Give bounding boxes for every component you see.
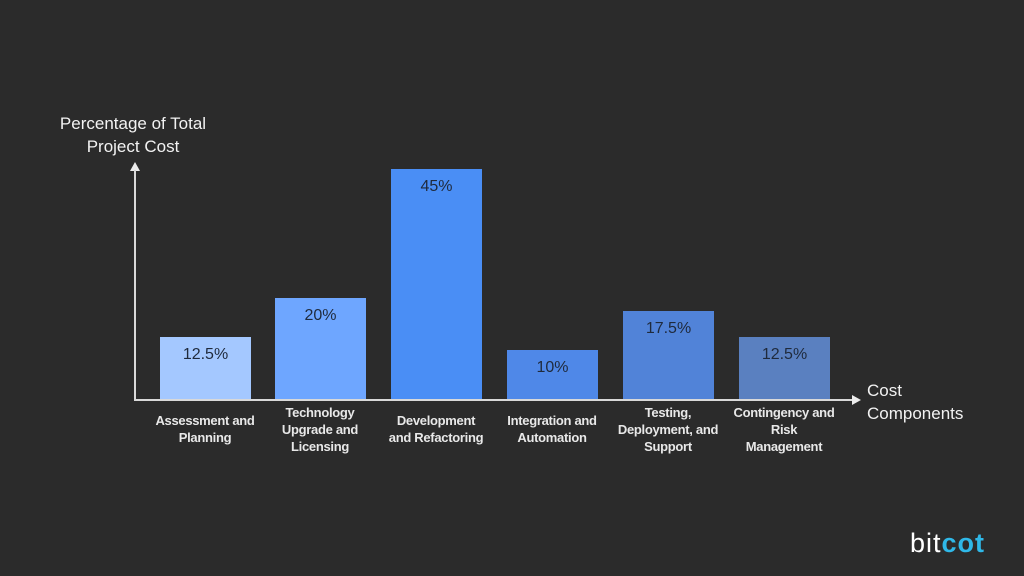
bar-value-label: 20%	[304, 307, 337, 324]
bar-testing-deployment: 17.5%	[623, 311, 714, 399]
y-axis-title-line1: Percentage of Total	[59, 114, 207, 133]
bar-development-refactoring: 45%	[391, 169, 482, 399]
bar-value-label: 17.5%	[645, 320, 692, 337]
bitcot-logo: bitcot	[910, 528, 985, 559]
logo-part-cot: cot	[941, 528, 986, 558]
y-axis-arrow-icon	[130, 162, 140, 171]
category-label: Assessment and Planning	[155, 413, 255, 445]
bar-value-label: 45%	[420, 178, 453, 195]
y-axis-title: Percentage of Total Project Cost	[40, 112, 226, 158]
x-axis-arrow-icon	[852, 395, 861, 405]
category-label: Contingency and Risk Management	[733, 405, 835, 454]
bar-value-label: 12.5%	[182, 346, 229, 363]
x-axis-title-line1: Cost	[867, 381, 902, 400]
x-axis-title-line2: Components	[867, 404, 964, 423]
category-label: Integration and Automation	[507, 413, 597, 445]
bar-value-label: 12.5%	[761, 346, 808, 363]
bar-technology-upgrade: 20%	[275, 298, 366, 399]
bar-contingency-risk: 12.5%	[739, 337, 830, 399]
x-axis	[134, 399, 854, 401]
bar-value-label: 10%	[536, 359, 569, 376]
y-axis	[134, 170, 136, 400]
category-label: Testing, Deployment, and Support	[617, 405, 719, 454]
bar-integration-automation: 10%	[507, 350, 598, 399]
category-label: Development and Refactoring	[388, 413, 484, 445]
x-axis-title: Cost Components	[867, 379, 963, 425]
y-axis-title-line2: Project Cost	[86, 137, 180, 156]
bar-assessment-planning: 12.5%	[160, 337, 251, 399]
category-label: Technology Upgrade and Licensing	[281, 405, 359, 454]
logo-part-bit: bit	[910, 528, 942, 558]
